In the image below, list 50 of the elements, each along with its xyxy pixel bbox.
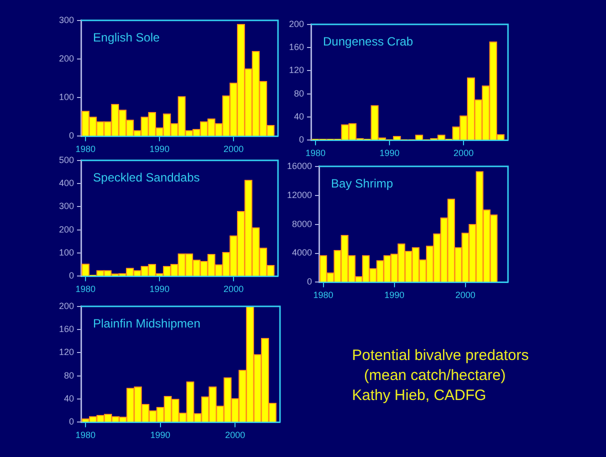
y-tick-label: 200 [58,224,74,234]
y-tick-label: 0 [69,416,74,427]
x-tick-label: 1990 [150,430,170,440]
y-tick-label: 120 [58,347,74,358]
x-tick-label: 1990 [150,284,170,294]
text: Speckled Sanddabs [93,170,200,185]
x-tick-label: 1980 [75,430,96,440]
x-tick-label: 2000 [224,144,244,154]
y-tick-label: 500 [58,154,74,165]
y-tick-label: 120 [288,65,304,76]
y-tick-label: 300 [58,14,74,25]
y-tick-label: 0 [69,130,74,141]
text: Kathy Hieb, CADFG [352,386,488,406]
y-tick-label: 12000 [286,190,312,200]
y-tick-label: 40 [64,394,74,404]
y-tick-label: 160 [58,324,74,334]
y-tick-label: 200 [288,18,304,29]
x-tick-label: 1990 [384,290,404,300]
y-tick-label: 16000 [286,160,312,171]
y-tick-label: 4000 [292,248,312,258]
y-tick-label: 400 [58,178,74,188]
x-tick-label: 2000 [224,284,244,294]
text: English Sole [93,30,160,45]
x-tick-label: 1980 [75,144,96,154]
text: Bay Shrimp [331,176,394,191]
y-tick-label: 100 [58,92,74,102]
y-tick-label: 80 [64,370,74,380]
y-tick-label: 80 [294,88,304,98]
text: Potential bivalve predators [352,346,529,366]
y-tick-label: 160 [288,42,304,52]
y-tick-label: 200 [58,53,74,64]
x-tick-label: 1980 [313,290,334,300]
y-tick-label: 0 [69,270,74,281]
x-tick-label: 1990 [380,148,400,158]
x-tick-label: 2000 [225,430,246,440]
y-tick-label: 200 [58,300,74,311]
y-tick-label: 0 [307,276,312,287]
y-tick-label: 300 [58,201,74,212]
y-tick-label: 8000 [292,218,312,229]
y-tick-label: 40 [294,112,304,122]
y-tick-label: 0 [299,134,304,145]
x-tick-label: 1980 [305,148,326,158]
text: Dungeness Crab [323,34,414,49]
x-tick-label: 2000 [455,290,476,300]
x-tick-label: 2000 [454,148,474,158]
text: (mean catch/hectare) [363,366,507,386]
x-tick-label: 1990 [150,144,170,154]
text: Plainfin Midshipmen [93,316,200,331]
x-tick-label: 1980 [75,284,96,294]
y-tick-label: 100 [58,248,74,258]
